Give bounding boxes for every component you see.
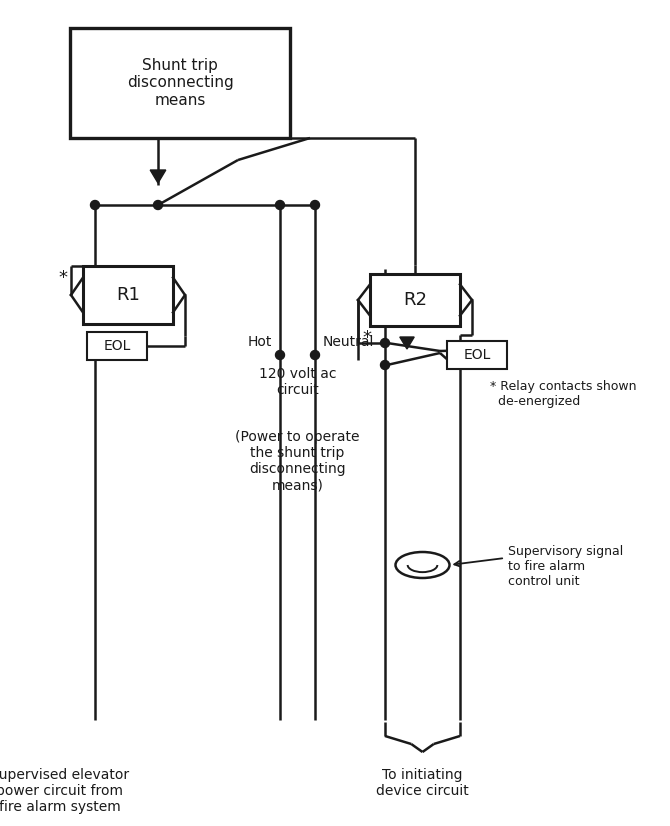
Bar: [447, 341, 507, 369]
Polygon shape: [150, 170, 165, 183]
Text: *: *: [58, 269, 68, 287]
Text: To initiating
device circuit: To initiating device circuit: [376, 768, 469, 798]
Text: Neutral: Neutral: [323, 335, 375, 349]
Text: EOL: EOL: [103, 339, 131, 353]
Circle shape: [310, 350, 320, 359]
Circle shape: [381, 339, 389, 348]
Circle shape: [310, 201, 320, 210]
Circle shape: [275, 201, 285, 210]
Text: Supervisory signal
to fire alarm
control unit: Supervisory signal to fire alarm control…: [508, 545, 623, 588]
Circle shape: [275, 350, 285, 359]
Circle shape: [90, 201, 100, 210]
Bar: [83, 266, 173, 324]
Text: 120 volt ac
circuit: 120 volt ac circuit: [259, 367, 336, 397]
Bar: [370, 274, 460, 326]
Text: Shunt trip
disconnecting
means: Shunt trip disconnecting means: [127, 58, 233, 108]
Text: EOL: EOL: [464, 348, 490, 362]
Text: Supervised elevator
power circuit from
fire alarm system: Supervised elevator power circuit from f…: [0, 768, 129, 814]
Text: * Relay contacts shown
  de-energized: * Relay contacts shown de-energized: [490, 380, 636, 408]
Circle shape: [153, 201, 163, 210]
Text: R1: R1: [116, 286, 140, 304]
Bar: [87, 332, 147, 360]
Polygon shape: [400, 337, 414, 349]
Bar: [70, 28, 290, 138]
Text: R2: R2: [403, 291, 427, 309]
Text: Hot: Hot: [248, 335, 272, 349]
Text: *: *: [362, 329, 371, 347]
Text: (Power to operate
the shunt trip
disconnecting
means): (Power to operate the shunt trip disconn…: [235, 430, 360, 492]
Circle shape: [381, 360, 389, 369]
